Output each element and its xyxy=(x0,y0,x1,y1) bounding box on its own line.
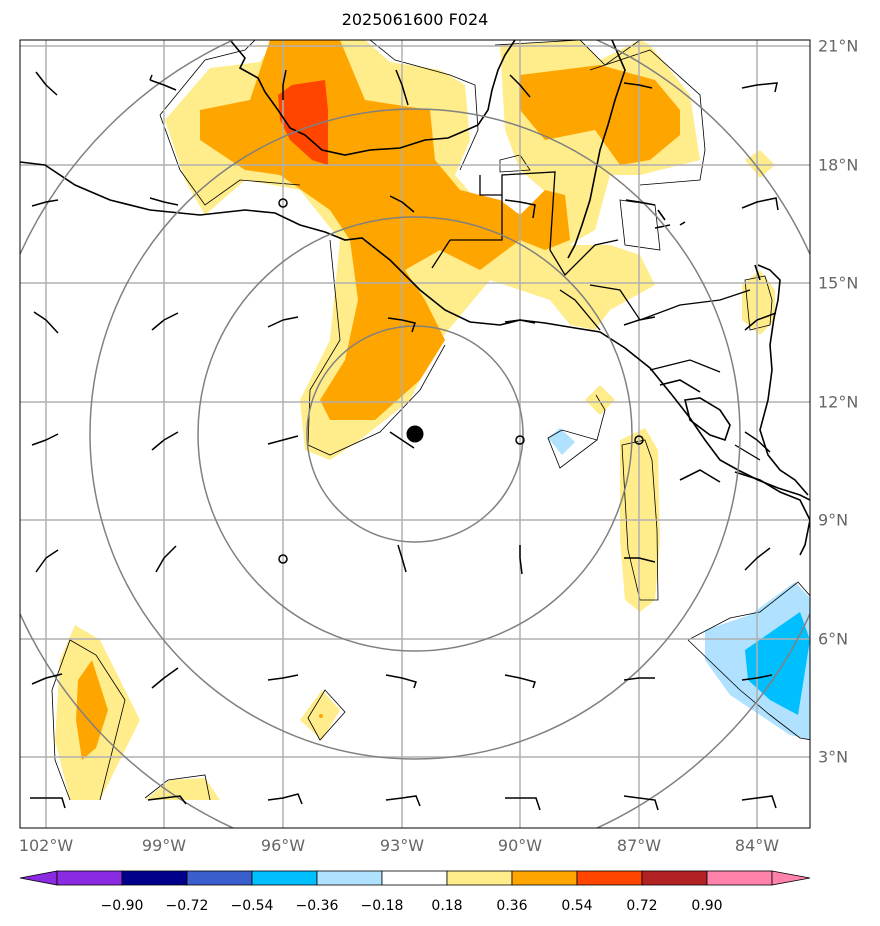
map-border xyxy=(19,39,811,829)
lat-label: 21°N xyxy=(818,36,859,56)
colorbar-extend-high xyxy=(771,870,811,886)
storm-center-marker xyxy=(406,425,424,443)
lat-label: 15°N xyxy=(818,273,859,293)
lon-label: 87°W xyxy=(616,836,662,855)
colorbar-tick-label: −0.54 xyxy=(230,898,274,914)
lon-label: 102°W xyxy=(18,836,74,855)
small-max-marker xyxy=(319,714,323,718)
colorbar-tick-label: 0.72 xyxy=(626,898,658,914)
colorbar-extend-low xyxy=(19,870,58,886)
wind-barbs xyxy=(30,69,779,811)
colorbar-tick-label: −0.72 xyxy=(165,898,209,914)
country-borders xyxy=(431,171,761,461)
lat-label: 3°N xyxy=(818,747,849,767)
calm-wind-markers xyxy=(278,198,644,564)
coastlines xyxy=(20,40,810,556)
lon-label: 84°W xyxy=(734,836,780,855)
lon-label: 99°W xyxy=(141,836,187,855)
lat-label: 18°N xyxy=(818,155,859,175)
lon-label: 96°W xyxy=(260,836,306,855)
colorbar-tick-label: 0.36 xyxy=(496,898,528,914)
colorbar-tick-label: 0.18 xyxy=(431,898,463,914)
lat-label: 6°N xyxy=(818,629,849,649)
colorbar-tick-label: −0.36 xyxy=(295,898,339,914)
map-title: 2025061600 F024 xyxy=(341,10,489,29)
colorbar-tick-label: 0.54 xyxy=(561,898,593,914)
colorbar-tick-label: −0.90 xyxy=(100,898,144,914)
range-rings xyxy=(20,40,810,828)
lon-label: 90°W xyxy=(497,836,543,855)
lat-label: 12°N xyxy=(818,392,859,412)
lat-label: 9°N xyxy=(818,510,849,530)
gridlines xyxy=(20,40,810,828)
colorbar-tick-label: 0.90 xyxy=(691,898,723,914)
map-area xyxy=(20,40,810,828)
lon-label: 93°W xyxy=(379,836,425,855)
colorbar-tick-label: −0.18 xyxy=(360,898,404,914)
colorbar xyxy=(19,870,811,886)
